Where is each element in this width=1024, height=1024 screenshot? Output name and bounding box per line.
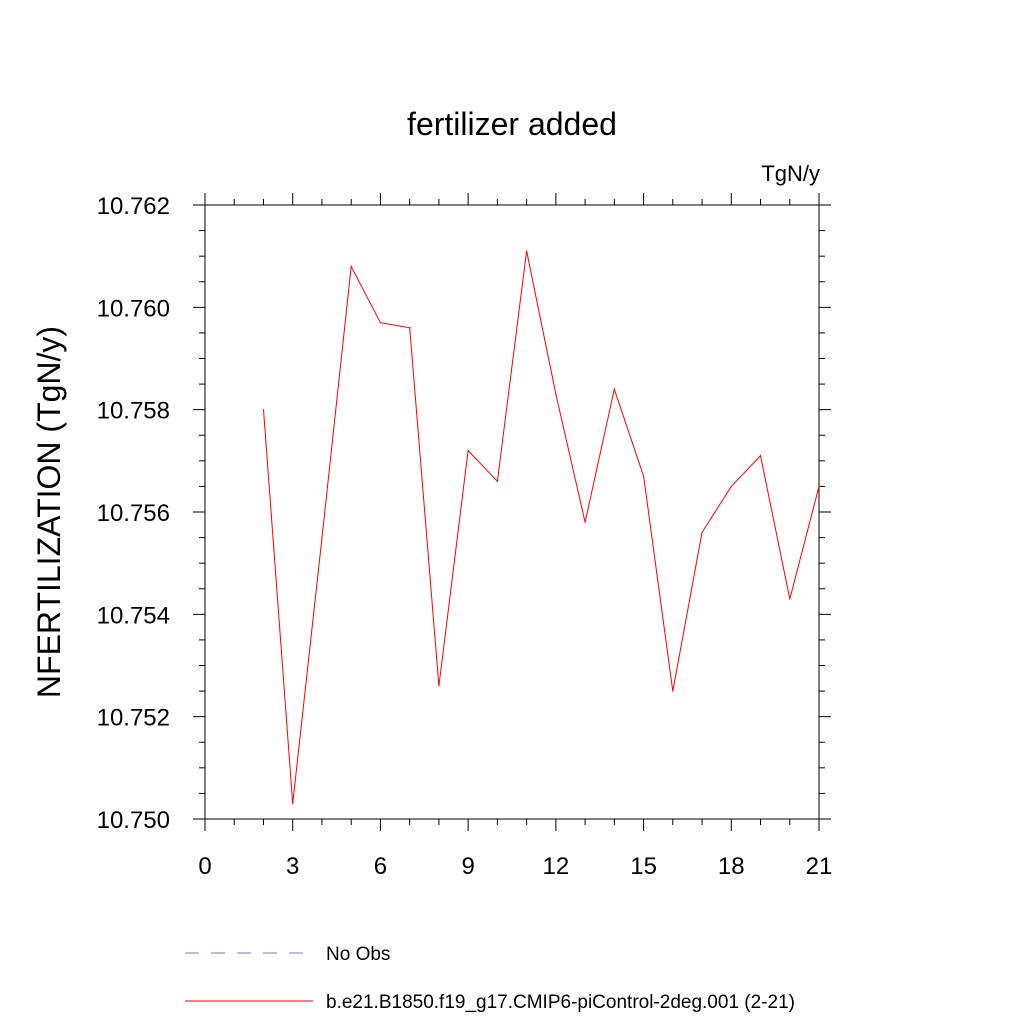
series-line-1	[263, 250, 820, 804]
y-tick-label: 10.754	[97, 602, 170, 629]
x-tick-label: 18	[718, 853, 745, 880]
data-point	[467, 450, 469, 452]
x-tick-label: 15	[630, 853, 657, 880]
data-point	[262, 409, 265, 411]
data-point	[496, 480, 498, 482]
chart-title: fertilizer added	[407, 106, 617, 142]
data-point	[409, 327, 411, 329]
data-point	[701, 531, 703, 534]
y-tick-labels: 10.750 10.752 10.754 10.756 10.758 10.760 10.7…	[97, 193, 170, 834]
data-point	[759, 455, 762, 457]
data-point	[672, 690, 674, 692]
axis-ticks	[193, 193, 831, 831]
x-tick-label: 9	[461, 853, 474, 880]
data-point	[555, 393, 557, 395]
data-point	[789, 598, 791, 600]
data-point	[730, 485, 732, 488]
data-point	[818, 485, 820, 488]
x-tick-label: 12	[543, 853, 570, 880]
y-tick-label: 10.762	[97, 193, 170, 220]
data-point	[613, 388, 615, 390]
data-point	[438, 685, 440, 687]
plot-frame	[204, 204, 820, 820]
units-label: TgN/y	[761, 161, 820, 186]
y-tick-label: 10.756	[97, 500, 170, 527]
data-point	[350, 265, 352, 267]
legend: No Obs b.e21.B1850.f19_g17.CMIP6-piContr…	[185, 944, 795, 1013]
x-tick-labels: 0 3 6 9 12 15 18 21	[198, 853, 832, 880]
legend-label-no-obs: No Obs	[326, 944, 390, 965]
y-tick-label: 10.760	[97, 295, 170, 322]
x-tick-label: 21	[806, 853, 833, 880]
legend-label-control: b.e21.B1850.f19_g17.CMIP6-piControl-2deg…	[326, 992, 795, 1013]
y-tick-label: 10.758	[97, 398, 170, 425]
data-point	[526, 250, 528, 252]
y-axis-label: NFERTILIZATION (TgN/y)	[31, 326, 67, 698]
data-point	[292, 803, 294, 805]
x-tick-label: 6	[374, 853, 387, 880]
data-point	[642, 475, 645, 477]
y-tick-label: 10.752	[97, 705, 170, 732]
x-tick-label: 3	[286, 853, 299, 880]
y-tick-label: 10.750	[97, 807, 170, 834]
data-point	[321, 536, 323, 539]
series-layer	[262, 250, 820, 805]
x-tick-label: 0	[198, 853, 211, 880]
data-point	[584, 521, 586, 523]
data-point	[379, 322, 382, 324]
